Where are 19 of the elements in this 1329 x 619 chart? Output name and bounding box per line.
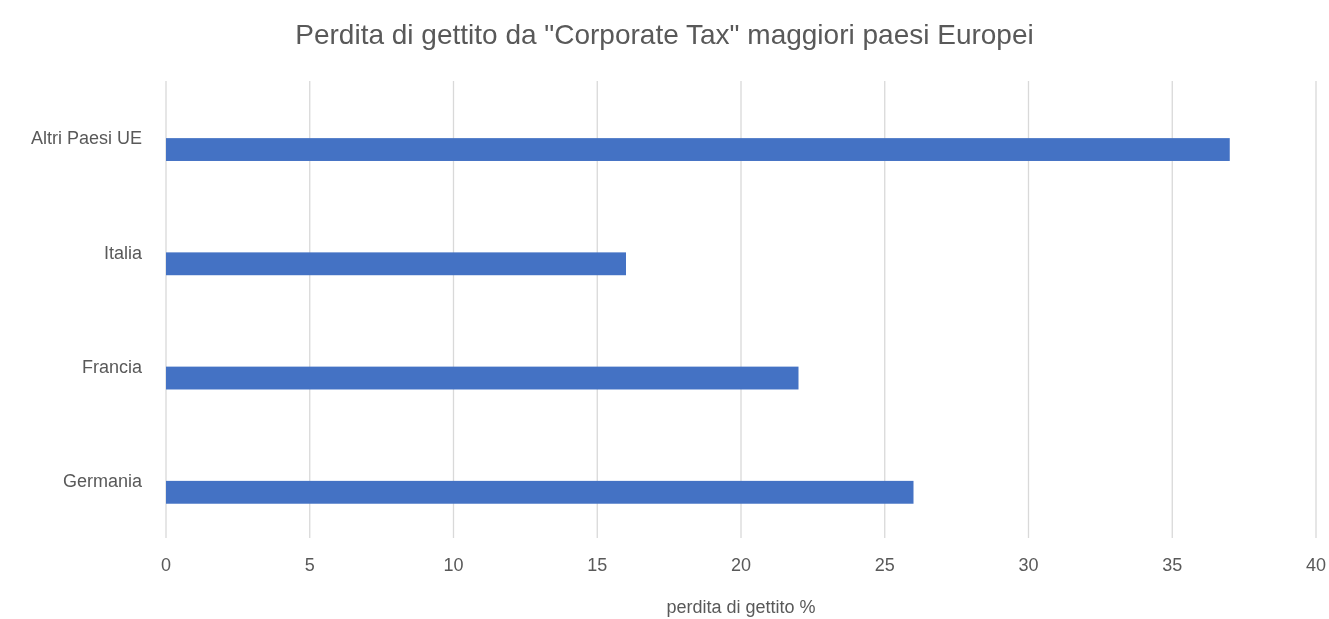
y-tick-label: Francia [81, 356, 143, 377]
x-tick-label: 15 [587, 555, 608, 575]
bar [166, 138, 1230, 161]
y-tick-label: Italia [103, 242, 143, 263]
x-axis-title: perdita di gettito % [666, 597, 816, 617]
x-tick-label: 5 [304, 555, 315, 575]
x-tick-label: 10 [443, 555, 464, 575]
bar [166, 252, 626, 276]
x-tick-label: 0 [160, 555, 172, 575]
x-tick-label: 40 [1305, 555, 1327, 575]
x-tick-label: 35 [1162, 555, 1183, 575]
bar [166, 366, 799, 390]
y-tick-label: Germania [62, 471, 143, 492]
y-tick-label: Altri Paesi UE [30, 128, 142, 149]
x-tick-label: 25 [874, 555, 895, 575]
x-tick-label: 30 [1018, 555, 1039, 575]
chart-title: Perdita di gettito da "Corporate Tax" maggiori paesi Europei [295, 19, 1034, 50]
x-tick-label: 20 [730, 555, 752, 575]
bar [166, 480, 914, 504]
